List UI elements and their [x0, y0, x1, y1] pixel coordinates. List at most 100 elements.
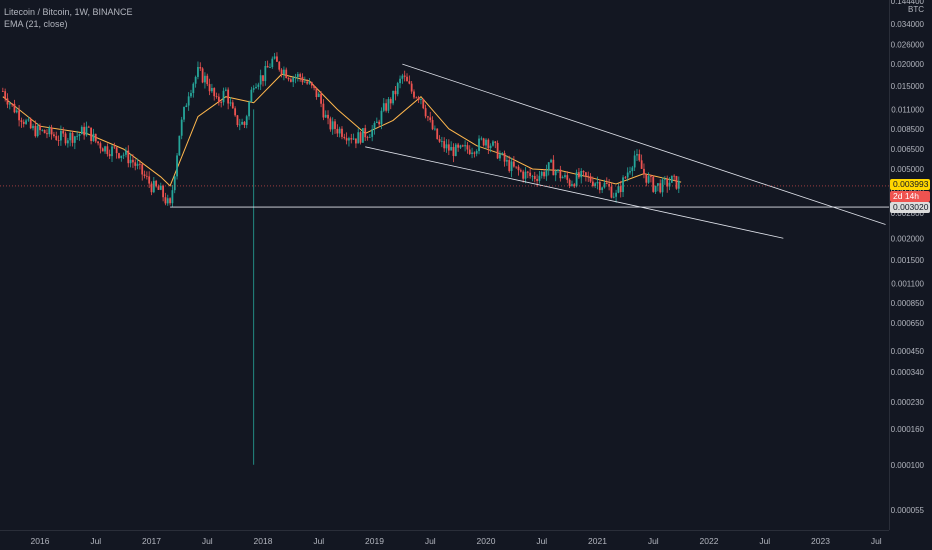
candle-body	[341, 128, 343, 137]
candle-body	[545, 170, 548, 177]
candle-body	[278, 61, 281, 70]
candle-body	[589, 176, 592, 182]
candle-body	[622, 177, 624, 193]
candle-body	[141, 164, 144, 175]
candle-body	[348, 138, 350, 141]
candle-body	[106, 146, 109, 155]
candle-body	[464, 145, 466, 147]
candle-body	[636, 154, 638, 156]
candle-body	[487, 139, 490, 149]
candle-body	[598, 181, 601, 191]
candle-body	[73, 136, 76, 143]
candle-body	[46, 133, 48, 135]
upper-trendline[interactable]	[402, 63, 886, 225]
candle-body	[36, 125, 39, 137]
candle-body	[129, 159, 132, 164]
candle-body	[677, 180, 680, 189]
candle-body	[424, 108, 427, 117]
candle-body	[591, 181, 594, 187]
candle-body	[438, 138, 441, 142]
candle-body	[566, 175, 569, 180]
candle-body	[138, 163, 141, 165]
price-tick-label: 0.034000	[891, 20, 925, 29]
candle-body	[473, 152, 476, 154]
candle-body	[234, 108, 237, 116]
candle-body	[443, 141, 446, 149]
price-tick-label: 0.003800	[891, 186, 925, 195]
price-tick-label: 0.001500	[891, 256, 925, 265]
time-tick-label: Jul	[536, 536, 547, 546]
candle-body	[92, 133, 95, 142]
candle-body	[125, 150, 127, 155]
candle-body	[394, 90, 397, 95]
candle-body	[150, 183, 153, 193]
price-tick-label: 0.002000	[891, 234, 925, 243]
ema-layer	[2, 73, 682, 187]
candle-body	[164, 197, 167, 204]
candle-body	[324, 114, 327, 118]
candle-body	[420, 98, 422, 100]
candle-body	[155, 180, 158, 187]
candle-body	[292, 77, 295, 82]
candle-body	[524, 171, 527, 179]
candle-body	[241, 121, 243, 125]
symbol-title[interactable]: Litecoin / Bitcoin, 1W, BINANCE	[4, 7, 133, 17]
candle-body	[53, 134, 55, 137]
candle-body	[101, 148, 104, 152]
candle-body	[43, 129, 46, 134]
candle-body	[13, 103, 16, 113]
candle-body	[492, 141, 494, 146]
candle-body	[132, 159, 134, 163]
lower-trendline[interactable]	[365, 146, 784, 239]
candle-body	[204, 75, 206, 83]
candle-body	[94, 133, 97, 142]
candle-body	[489, 145, 492, 149]
candle-body	[227, 89, 230, 104]
candle-body	[359, 132, 362, 143]
ema-line	[2, 73, 682, 187]
candle-body	[8, 103, 11, 105]
candle-body	[494, 141, 497, 143]
candle-body	[266, 65, 269, 68]
candle-body	[659, 183, 662, 193]
candle-body	[382, 103, 385, 111]
candle-body	[547, 162, 550, 171]
time-tick-label: 2020	[477, 536, 496, 546]
price-tick-label: 0.008500	[891, 125, 925, 134]
candle-body	[69, 132, 72, 141]
candle-body	[413, 91, 415, 98]
candle-body	[34, 125, 37, 137]
candle-body	[650, 176, 652, 177]
candle-body	[406, 76, 408, 82]
candle-body	[466, 145, 469, 150]
last-price-label: 0.003993	[890, 179, 930, 191]
time-tick-label: 2022	[700, 536, 719, 546]
candle-body	[32, 125, 34, 129]
candle-body	[482, 138, 485, 146]
candle-body	[471, 152, 473, 154]
candle-body	[526, 171, 529, 173]
candle-body	[152, 180, 155, 193]
candle-body	[661, 179, 664, 193]
candle-body	[289, 79, 292, 82]
indicator-label[interactable]: EMA (21, close)	[4, 19, 68, 29]
candle-body	[401, 75, 404, 79]
candle-body	[224, 89, 227, 91]
candle-body	[366, 137, 369, 139]
candle-body	[127, 150, 130, 164]
candle-body	[197, 67, 199, 77]
candle-body	[78, 134, 81, 136]
drawings-layer	[0, 63, 889, 239]
candles-layer	[1, 52, 680, 465]
candle-body	[41, 129, 44, 131]
price-tick-label: 0.000055	[891, 506, 925, 515]
candle-body	[243, 121, 246, 126]
candle-body	[280, 69, 283, 75]
candle-body	[306, 81, 309, 84]
candle-body	[663, 179, 666, 180]
candle-body	[373, 122, 376, 130]
time-tick-label: 2017	[142, 536, 161, 546]
candle-body	[176, 155, 178, 177]
price-tick-label: 0.006500	[891, 145, 925, 154]
